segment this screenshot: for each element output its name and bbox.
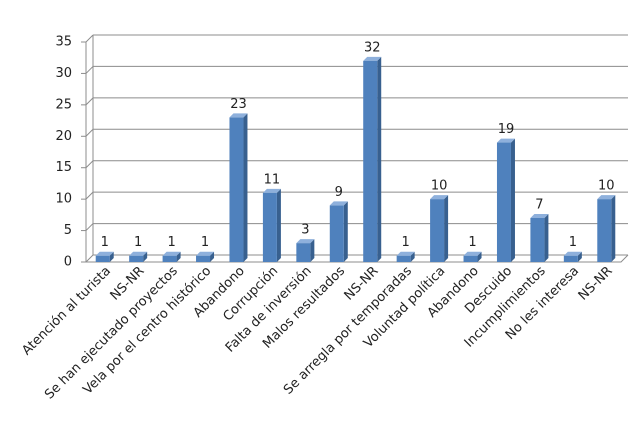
bar xyxy=(530,218,545,262)
bar-top xyxy=(95,251,114,256)
y-tick-label: 25 xyxy=(55,97,72,112)
x-tick-label: NS-NR xyxy=(576,264,616,304)
bar xyxy=(296,243,311,262)
bar-top xyxy=(463,251,482,256)
bar xyxy=(597,199,612,262)
bar-side xyxy=(276,188,281,262)
bar-side xyxy=(343,201,348,262)
bar-side xyxy=(210,251,215,262)
bar-side xyxy=(176,251,181,262)
data-label: 11 xyxy=(264,172,281,187)
data-label: 1 xyxy=(402,235,410,250)
data-label: 7 xyxy=(535,198,543,213)
data-label: 19 xyxy=(498,122,515,137)
bar xyxy=(363,60,378,262)
data-label: 1 xyxy=(101,235,109,250)
y-tick-label: 10 xyxy=(55,192,72,207)
bar xyxy=(262,192,277,262)
bar-side xyxy=(577,251,582,262)
bar-top xyxy=(262,188,281,193)
bar-side xyxy=(544,214,549,262)
bar-side xyxy=(143,251,148,262)
bar-side xyxy=(109,251,114,262)
bar xyxy=(329,205,344,262)
bar-side xyxy=(477,251,482,262)
bar-top xyxy=(530,214,549,218)
bar-top xyxy=(329,201,348,206)
grid-line xyxy=(85,254,94,263)
data-label: 10 xyxy=(598,179,615,194)
bar xyxy=(196,255,211,262)
data-label: 23 xyxy=(230,97,247,112)
bar-top xyxy=(162,251,181,256)
data-label: 32 xyxy=(364,40,381,55)
grid-line xyxy=(85,97,94,106)
bar-side xyxy=(410,251,415,262)
y-tick-label: 15 xyxy=(55,160,72,175)
data-label: 10 xyxy=(431,179,448,194)
bar xyxy=(463,255,478,262)
data-label: 1 xyxy=(569,235,577,250)
bar xyxy=(563,255,578,262)
bar-top xyxy=(396,251,415,256)
data-label: 3 xyxy=(301,223,309,238)
bar-top xyxy=(129,251,148,256)
x-tick-label: Se han ejecutado proyectos xyxy=(42,264,181,403)
data-label: 1 xyxy=(468,235,476,250)
grid-line xyxy=(85,160,94,169)
bar-top xyxy=(496,138,515,143)
bar-top xyxy=(229,113,248,118)
grid-line xyxy=(85,128,94,137)
grid-line xyxy=(85,66,94,74)
y-tick-label: 0 xyxy=(64,255,72,270)
bar-top xyxy=(363,56,382,61)
bar-top xyxy=(563,251,582,256)
bar-side xyxy=(444,195,449,262)
bar-top xyxy=(597,195,616,200)
bar-side xyxy=(510,138,515,262)
bar xyxy=(162,255,177,262)
bar xyxy=(396,255,411,262)
grid-line xyxy=(85,191,94,200)
bar-top xyxy=(196,251,215,256)
bar-side xyxy=(243,113,248,262)
data-label: 1 xyxy=(134,235,142,250)
grid-line xyxy=(85,223,94,231)
bar xyxy=(430,199,445,262)
bar xyxy=(129,255,144,262)
data-label: 9 xyxy=(335,185,343,200)
y-tick-label: 35 xyxy=(55,35,72,50)
bar xyxy=(229,117,244,262)
bar xyxy=(95,255,110,262)
y-tick-label: 30 xyxy=(55,66,72,81)
y-tick-label: 5 xyxy=(64,223,72,238)
bar-side xyxy=(310,239,315,262)
grid-line xyxy=(85,34,94,43)
y-tick-label: 20 xyxy=(55,129,72,144)
bar-top xyxy=(430,195,449,200)
bar xyxy=(496,142,511,262)
bar-side xyxy=(377,56,382,262)
data-label: 1 xyxy=(201,235,209,250)
bar-top xyxy=(296,239,315,244)
data-label: 1 xyxy=(167,235,175,250)
bar-side xyxy=(611,195,616,262)
